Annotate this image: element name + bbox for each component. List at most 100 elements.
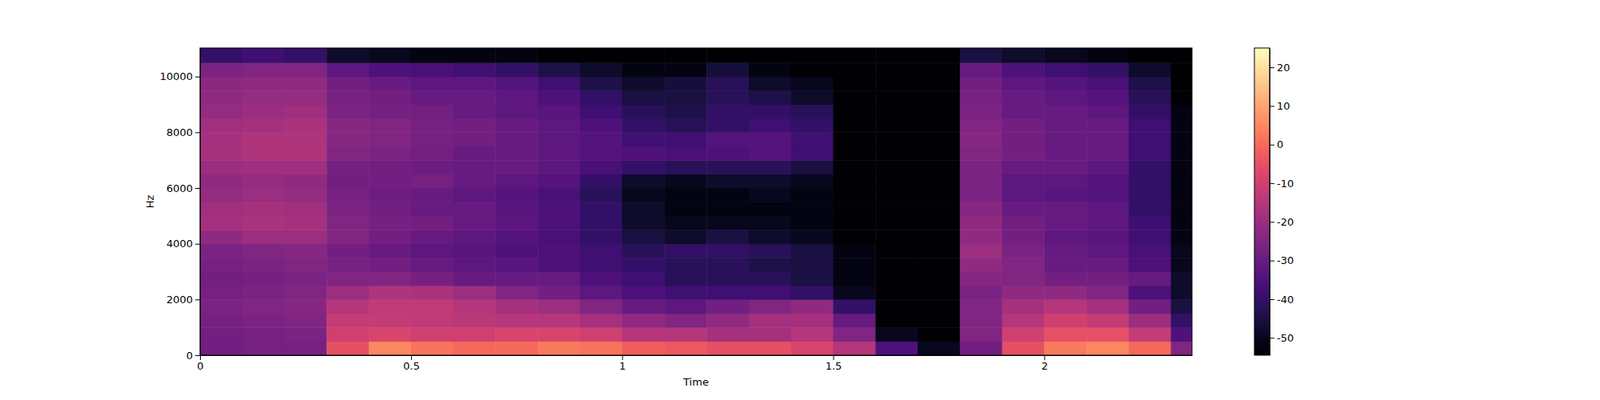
cell <box>706 188 749 203</box>
tick-mark <box>1269 144 1275 146</box>
cell <box>1128 48 1172 64</box>
cell <box>706 201 749 216</box>
tick: 2 <box>1041 355 1048 372</box>
cell <box>832 132 876 147</box>
cell <box>284 174 328 189</box>
cell <box>242 216 285 231</box>
tick-label: 1.5 <box>825 360 843 372</box>
cell <box>791 244 834 259</box>
tick-mark <box>1269 337 1275 339</box>
cell <box>453 48 496 64</box>
cell <box>706 48 749 64</box>
cell <box>537 229 580 244</box>
cell <box>580 118 623 133</box>
cell <box>580 313 623 328</box>
cell <box>1044 62 1087 77</box>
cell <box>1044 229 1087 244</box>
cell <box>791 90 834 105</box>
cell <box>580 188 623 203</box>
cell <box>1044 188 1087 203</box>
cell <box>664 146 707 161</box>
cell <box>622 341 665 356</box>
colorbar-axis-line <box>1269 48 1271 356</box>
cell <box>875 229 918 244</box>
cell <box>411 76 454 92</box>
cell <box>1044 174 1087 189</box>
tick: 4000 <box>166 237 200 250</box>
cell <box>537 118 580 133</box>
cell <box>832 257 876 272</box>
cell <box>580 104 623 120</box>
cell <box>1086 341 1129 356</box>
cell <box>326 229 369 244</box>
tick-label: 10 <box>1276 100 1291 112</box>
cell <box>411 146 454 161</box>
cell <box>326 201 369 216</box>
tick-label: -10 <box>1276 177 1294 190</box>
tick-mark <box>622 355 624 360</box>
cell <box>917 327 960 342</box>
cell <box>791 327 834 342</box>
cell <box>875 76 918 92</box>
cell <box>1128 341 1172 356</box>
cell <box>1171 327 1192 342</box>
cell <box>242 341 285 356</box>
cell <box>664 104 707 120</box>
tick-mark <box>411 355 412 360</box>
cell <box>1044 90 1087 105</box>
cell <box>875 174 918 189</box>
cell <box>622 299 665 314</box>
tick: -10 <box>1269 177 1294 190</box>
cell <box>1128 62 1172 77</box>
cell <box>1002 257 1045 272</box>
tick: 20 <box>1269 61 1291 74</box>
cell <box>1086 118 1129 133</box>
cell <box>411 272 454 287</box>
tick-mark <box>1269 221 1275 223</box>
cell <box>1086 313 1129 328</box>
cell <box>242 174 285 189</box>
cell <box>411 216 454 231</box>
cell <box>1044 299 1087 314</box>
cell <box>537 174 580 189</box>
cell <box>326 62 369 77</box>
cell <box>537 299 580 314</box>
cell <box>580 160 623 175</box>
cell <box>411 160 454 175</box>
cell <box>1002 104 1045 120</box>
cell <box>368 285 412 300</box>
tick-label: -20 <box>1276 216 1294 228</box>
cell <box>284 327 328 342</box>
cell <box>622 244 665 259</box>
cell <box>1171 188 1192 203</box>
cell <box>242 244 285 259</box>
cell <box>368 257 412 272</box>
x-label: Time <box>682 376 709 388</box>
cell <box>1128 257 1172 272</box>
cell <box>326 327 369 342</box>
tick-label: 8000 <box>166 126 193 139</box>
cell <box>1128 299 1172 314</box>
cell <box>791 285 834 300</box>
cell <box>706 146 749 161</box>
cell <box>537 257 580 272</box>
cell <box>1171 48 1192 64</box>
tick-mark <box>1269 105 1275 107</box>
cell <box>1002 216 1045 231</box>
cell <box>960 62 1003 77</box>
cell <box>748 90 792 105</box>
cell <box>537 132 580 147</box>
cell <box>791 188 834 203</box>
cell <box>832 201 876 216</box>
cell <box>960 244 1003 259</box>
cell <box>1128 216 1172 231</box>
cell <box>832 146 876 161</box>
x-axis: 00.511.52 <box>196 355 1192 372</box>
cell <box>1128 118 1172 133</box>
cell <box>200 160 243 175</box>
cell <box>580 244 623 259</box>
cell <box>917 90 960 105</box>
cell <box>917 132 960 147</box>
cell <box>453 216 496 231</box>
cell <box>748 132 792 147</box>
